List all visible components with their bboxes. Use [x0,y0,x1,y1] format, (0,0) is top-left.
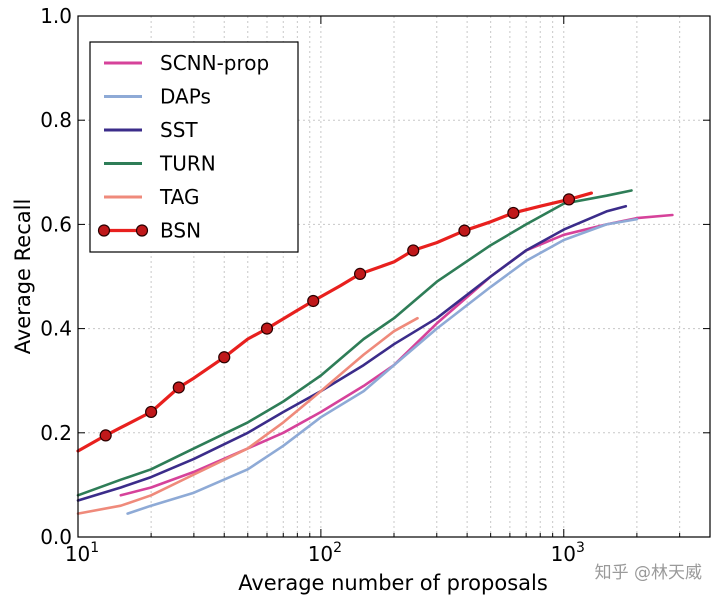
bsn-marker [260,322,274,335]
legend-marker [97,224,111,237]
legend-label: TAG [159,185,200,209]
legend: SCNN-prop DAPs SST TURN TAG BSN [89,41,299,253]
y-tick-label: 0.4 [40,317,72,341]
legend-box [89,41,299,253]
x-tick-label: 101 [65,540,99,566]
legend-label: SST [160,118,198,142]
x-axis-label: Average number of proposals [238,571,548,595]
watermark: 知乎 @林天威 [595,563,702,583]
legend-label: BSN [160,219,201,243]
bsn-marker [407,244,420,257]
series-line-tag [76,316,419,515]
axis-ticks: 0.0 0.2 0.4 0.6 0.8 1.0 101 102 103 [40,4,711,566]
bsn-marker [145,405,158,419]
bsn-marker [172,381,185,394]
series-lines [76,189,674,515]
y-tick-label: 0.0 [40,525,72,549]
legend-label: DAPs [160,85,211,109]
y-tick-label: 1.0 [40,4,72,28]
bsn-marker [307,294,320,308]
bsn-marker [218,351,231,364]
x-tick-label: 102 [308,540,342,566]
legend-marker [135,224,149,237]
series-line-turn [76,189,633,497]
bsn-marker [562,193,576,206]
series-line-bsn [76,191,594,453]
bsn-marker [99,429,112,442]
bsn-marker [507,206,520,220]
y-tick-label: 0.2 [40,421,72,445]
x-tick-label: 103 [551,540,585,566]
series-line-daps [126,217,639,515]
series-line-sst [76,204,628,502]
legend-label: TURN [159,152,216,176]
bsn-marker [458,224,471,237]
y-tick-label: 0.8 [40,108,72,132]
bsn-markers [99,193,576,442]
y-axis-label: Average Recall [11,199,35,355]
bsn-marker [353,267,367,280]
grid [77,15,711,538]
legend-label: SCNN-prop [160,51,269,75]
y-tick-label: 0.6 [40,212,72,236]
